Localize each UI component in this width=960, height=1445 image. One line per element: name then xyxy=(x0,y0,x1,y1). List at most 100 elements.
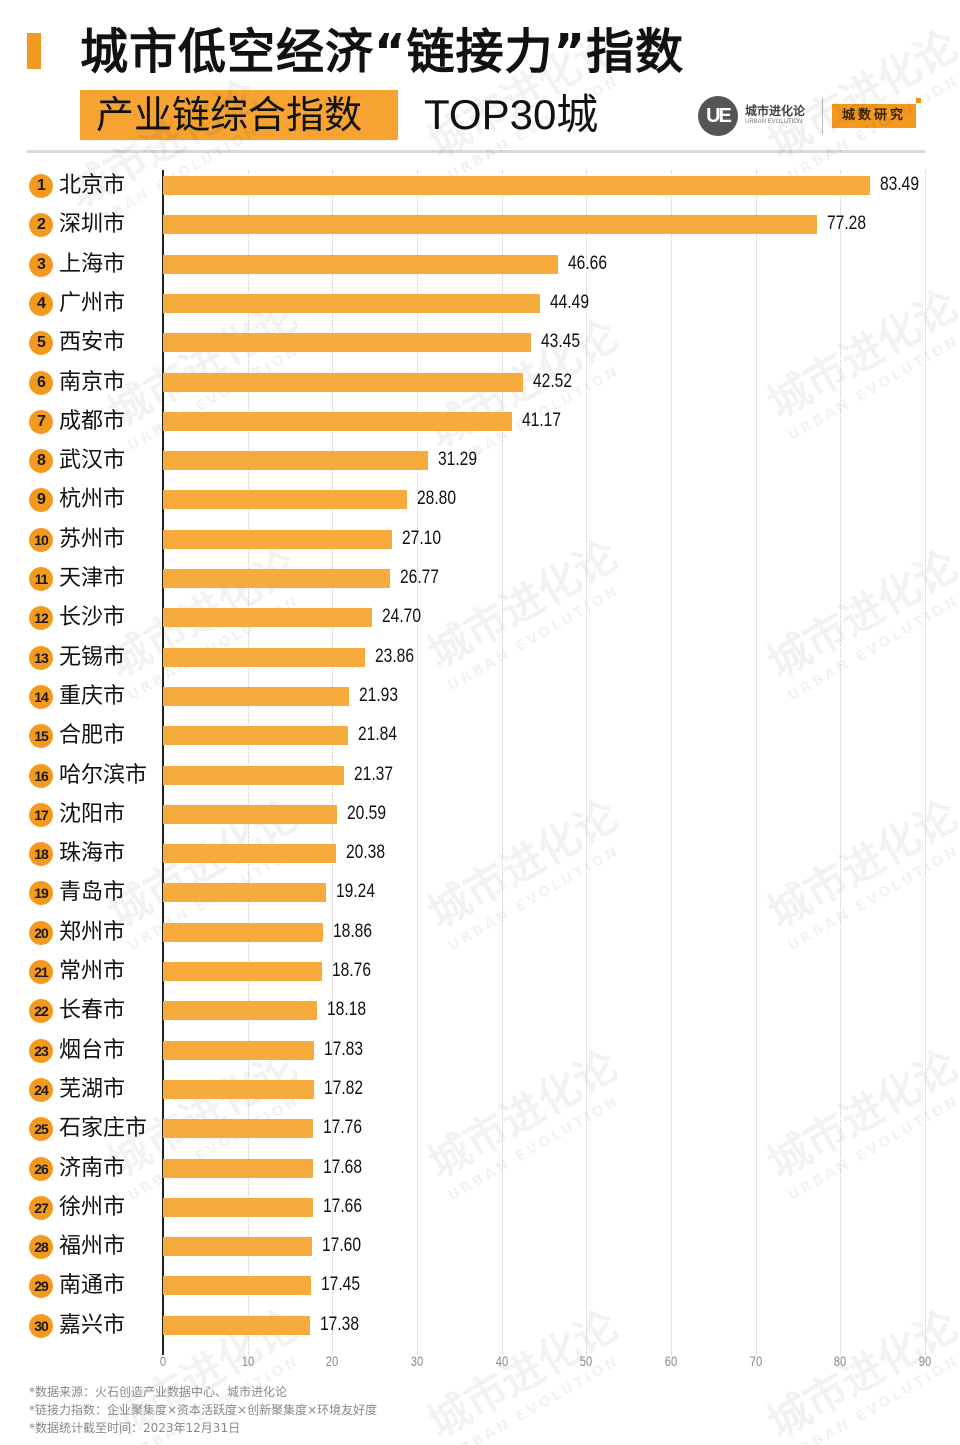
value-label: 46.66 xyxy=(568,252,608,274)
bar-chart: 1 北京市 83.49 2 深圳市 77.28 3 上海市 46.66 4 广州市 44.49 5 西安市… xyxy=(0,160,960,1380)
footnote-date: *数据统计截至时间：2023年12月31日 xyxy=(29,1421,241,1435)
rank-badge: 29 xyxy=(29,1274,53,1299)
research-tag: 城数研究 xyxy=(832,104,916,128)
value-label: 19.24 xyxy=(335,881,375,903)
logo-divider xyxy=(822,98,823,134)
value-label: 18.18 xyxy=(326,999,366,1021)
x-tick-label: 20 xyxy=(326,1353,339,1369)
bar xyxy=(163,726,348,746)
rank-badge: 17 xyxy=(29,802,53,827)
value-label: 31.29 xyxy=(437,449,477,471)
bar xyxy=(163,529,393,549)
city-label: 嘉兴市 xyxy=(59,1312,126,1338)
rank-badge: 9 xyxy=(29,488,53,513)
bar xyxy=(163,411,512,431)
city-label: 珠海市 xyxy=(59,841,126,867)
gridline xyxy=(755,170,757,1355)
rank-badge: 21 xyxy=(29,960,53,984)
city-label: 福州市 xyxy=(59,1234,126,1260)
bar-row: 17 沈阳市 20.59 xyxy=(0,797,960,836)
bar xyxy=(163,922,323,942)
bar xyxy=(163,962,322,981)
rank-badge: 12 xyxy=(29,606,53,631)
rank-badge: 8 xyxy=(29,449,53,474)
brand-name: 城市进化论 xyxy=(745,104,806,118)
value-label: 21.37 xyxy=(353,763,393,785)
city-label: 苏州市 xyxy=(59,526,126,552)
gridline xyxy=(501,170,503,1355)
rank-badge: 2 xyxy=(29,213,53,238)
gridline xyxy=(332,170,334,1355)
city-label: 合肥市 xyxy=(59,723,126,749)
header-divider xyxy=(27,150,925,153)
x-tick-label: 90 xyxy=(918,1353,932,1369)
gridline xyxy=(586,170,588,1355)
value-label: 24.70 xyxy=(382,606,422,628)
bar-row: 29 南通市 17.45 xyxy=(0,1268,960,1307)
value-label: 41.17 xyxy=(521,409,561,431)
rank-badge: 3 xyxy=(29,252,53,277)
bar xyxy=(163,490,407,510)
bar-row: 8 武汉市 31.29 xyxy=(0,443,960,482)
bar xyxy=(163,608,373,628)
value-label: 44.49 xyxy=(549,291,589,313)
value-label: 17.83 xyxy=(323,1038,363,1060)
x-tick-label: 40 xyxy=(495,1353,508,1369)
gridline xyxy=(671,170,672,1355)
value-label: 17.38 xyxy=(320,1313,360,1335)
bar-row: 15 合肥市 21.84 xyxy=(0,718,960,757)
value-label: 43.45 xyxy=(540,331,580,353)
rank-badge: 18 xyxy=(29,842,53,867)
bar-row: 20 郑州市 18.86 xyxy=(0,915,960,954)
x-tick-label: 60 xyxy=(664,1353,678,1369)
value-label: 42.52 xyxy=(533,370,572,392)
value-label: 17.60 xyxy=(322,1235,361,1257)
subtitle-highlight: 产业链综合指数 xyxy=(96,93,363,137)
city-label: 重庆市 xyxy=(59,683,126,709)
bar-row: 30 嘉兴市 17.38 xyxy=(0,1308,960,1347)
value-label: 20.59 xyxy=(347,802,387,824)
value-label: 18.76 xyxy=(331,960,371,981)
city-label: 石家庄市 xyxy=(59,1116,148,1142)
value-label: 83.49 xyxy=(879,174,919,195)
tag-corner-dot-icon xyxy=(916,98,921,103)
bar-row: 22 长春市 18.18 xyxy=(0,993,960,1032)
value-label: 17.66 xyxy=(322,1195,362,1217)
rank-badge: 28 xyxy=(29,1235,53,1260)
bar xyxy=(163,1001,317,1021)
bar xyxy=(163,1119,314,1139)
value-label: 17.45 xyxy=(320,1274,360,1296)
footnotes: *数据来源：火石创造产业数据中心、城市进化论 *链接力指数：企业聚集度×资本活跃… xyxy=(29,1383,377,1437)
bar-row: 10 苏州市 27.10 xyxy=(0,522,960,561)
rank-badge: 7 xyxy=(29,409,53,434)
bar xyxy=(163,1237,312,1257)
bar xyxy=(163,844,336,864)
bar xyxy=(163,569,390,588)
bar xyxy=(163,1079,314,1099)
bar xyxy=(163,765,344,785)
bar-row: 19 青岛市 19.24 xyxy=(0,875,960,914)
gridline xyxy=(840,170,842,1355)
x-tick-label: 0 xyxy=(159,1353,167,1369)
bar xyxy=(163,647,365,667)
value-label: 23.86 xyxy=(375,645,414,667)
city-label: 南通市 xyxy=(59,1273,126,1299)
bar xyxy=(163,254,559,274)
bar xyxy=(163,215,818,235)
title-accent-bar xyxy=(27,33,41,69)
rank-badge: 11 xyxy=(29,567,53,591)
bar-row: 18 珠海市 20.38 xyxy=(0,836,960,875)
bar-row: 3 上海市 46.66 xyxy=(0,247,960,286)
value-label: 21.93 xyxy=(358,684,398,706)
gridline xyxy=(925,170,926,1355)
city-label: 郑州市 xyxy=(59,919,126,945)
value-label: 28.80 xyxy=(416,488,456,510)
watermark-cn: 城市进化论 xyxy=(759,20,960,168)
city-label: 武汉市 xyxy=(59,448,126,474)
bar-row: 28 福州市 17.60 xyxy=(0,1229,960,1268)
footnote-source: *数据来源：火石创造产业数据中心、城市进化论 xyxy=(29,1385,288,1399)
rank-badge: 16 xyxy=(29,763,53,788)
city-label: 无锡市 xyxy=(59,644,126,670)
rank-badge: 15 xyxy=(29,724,53,749)
bar-row: 27 徐州市 17.66 xyxy=(0,1190,960,1229)
